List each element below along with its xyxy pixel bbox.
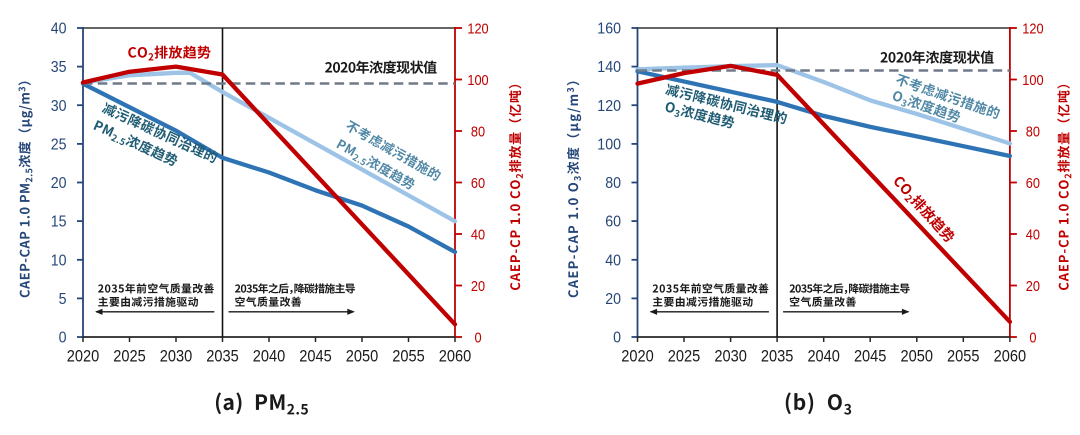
svg-text:140: 140 bbox=[597, 59, 621, 76]
svg-text:0: 0 bbox=[1029, 330, 1036, 347]
svg-text:80: 80 bbox=[1026, 124, 1040, 141]
svg-text:60: 60 bbox=[605, 214, 621, 231]
svg-text:2025: 2025 bbox=[668, 348, 701, 366]
svg-text:2020: 2020 bbox=[621, 348, 654, 366]
svg-text:60: 60 bbox=[1026, 175, 1040, 192]
svg-text:2055: 2055 bbox=[392, 348, 425, 366]
svg-text:2030: 2030 bbox=[714, 348, 747, 366]
svg-text:80: 80 bbox=[471, 124, 485, 141]
svg-text:40: 40 bbox=[1026, 227, 1040, 244]
svg-text:100: 100 bbox=[597, 137, 621, 154]
svg-text:0: 0 bbox=[59, 330, 67, 347]
svg-text:2040: 2040 bbox=[253, 348, 286, 366]
svg-text:20: 20 bbox=[1026, 278, 1040, 295]
svg-text:100: 100 bbox=[467, 72, 488, 89]
svg-text:120: 120 bbox=[597, 98, 621, 115]
svg-text:2035: 2035 bbox=[206, 348, 239, 366]
svg-text:2035: 2035 bbox=[761, 348, 794, 366]
svg-text:0: 0 bbox=[474, 330, 481, 347]
svg-text:35: 35 bbox=[51, 59, 67, 76]
svg-text:2060: 2060 bbox=[439, 348, 472, 366]
svg-text:2055: 2055 bbox=[947, 348, 980, 366]
svg-text:160: 160 bbox=[597, 21, 621, 38]
svg-text:0: 0 bbox=[613, 330, 621, 347]
svg-text:2040: 2040 bbox=[807, 348, 840, 366]
svg-text:2025: 2025 bbox=[113, 348, 146, 366]
svg-text:2050: 2050 bbox=[901, 348, 934, 366]
svg-text:2060: 2060 bbox=[994, 348, 1027, 366]
svg-text:15: 15 bbox=[51, 214, 67, 231]
svg-text:20: 20 bbox=[605, 291, 621, 308]
svg-text:60: 60 bbox=[471, 175, 485, 192]
svg-text:5: 5 bbox=[59, 291, 67, 308]
svg-text:25: 25 bbox=[51, 137, 67, 154]
svg-text:120: 120 bbox=[467, 21, 488, 38]
svg-text:10: 10 bbox=[51, 252, 67, 269]
svg-text:2020: 2020 bbox=[67, 348, 100, 366]
svg-text:80: 80 bbox=[605, 175, 621, 192]
svg-text:2030: 2030 bbox=[160, 348, 193, 366]
svg-text:40: 40 bbox=[605, 252, 621, 269]
svg-text:40: 40 bbox=[51, 21, 67, 38]
svg-text:2045: 2045 bbox=[854, 348, 887, 366]
svg-text:100: 100 bbox=[1022, 72, 1043, 89]
svg-text:120: 120 bbox=[1022, 21, 1043, 38]
svg-text:30: 30 bbox=[51, 98, 67, 115]
svg-text:20: 20 bbox=[471, 278, 485, 295]
svg-text:20: 20 bbox=[51, 175, 67, 192]
svg-text:2050: 2050 bbox=[346, 348, 379, 366]
svg-text:2045: 2045 bbox=[299, 348, 332, 366]
svg-text:40: 40 bbox=[471, 227, 485, 244]
